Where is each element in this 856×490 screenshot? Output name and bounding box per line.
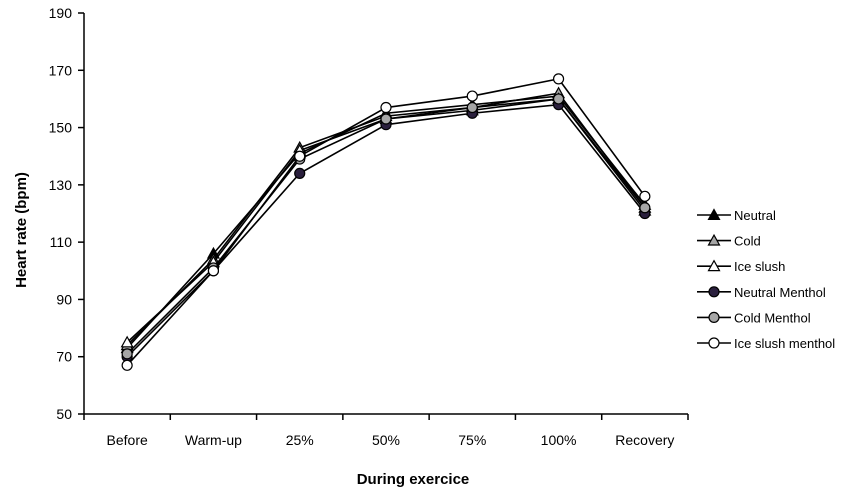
legend-label: Neutral Menthol	[734, 285, 826, 300]
axes	[83, 13, 688, 415]
cold-menthol-point	[466, 101, 478, 114]
x-tick-label: 75%	[458, 432, 486, 448]
legend-label: Cold Menthol	[734, 310, 811, 325]
ice-slush-menthol-point	[552, 73, 565, 85]
ice-slush-point	[120, 335, 134, 348]
neutral-line	[126, 95, 646, 349]
x-tick-label: Before	[107, 432, 148, 448]
legend-label: Neutral	[734, 208, 776, 223]
legend-item: Neutral	[697, 208, 776, 223]
neutral-menthol-legend-marker	[708, 286, 720, 298]
x-tick-label: 100%	[541, 432, 577, 448]
y-tick-label: 90	[56, 291, 72, 307]
x-tick-label: Recovery	[615, 432, 674, 448]
legend-item: Cold Menthol	[697, 310, 811, 325]
ice-slush-menthol-point	[380, 101, 392, 114]
ice-slush-menthol-point	[121, 359, 133, 371]
series-ice-slush-menthol	[121, 73, 651, 371]
y-ticks: 50 70 90 110 130 150 170 190	[49, 5, 84, 422]
y-tick-label: 50	[56, 406, 72, 422]
y-tick-label: 110	[50, 234, 73, 250]
cold-menthol-point	[121, 348, 133, 360]
cold-menthol-point	[552, 93, 565, 105]
x-ticks: Before Warm-up 25% 50% 75% 100% Recovery	[83, 414, 689, 448]
neutral-menthol-point	[294, 167, 306, 179]
cold-menthol-legend-marker	[708, 311, 720, 323]
legend-item: Ice slush menthol	[697, 336, 835, 351]
series-neutral-menthol	[121, 99, 651, 363]
ice-slush-menthol-point	[639, 190, 651, 202]
cold-menthol-point	[639, 202, 651, 214]
series-group	[120, 73, 652, 371]
y-tick-label: 150	[49, 120, 73, 136]
legend: Neutral Cold Ice slush Neutral Menthol Cold …	[697, 208, 835, 351]
cold-legend-marker	[707, 233, 721, 246]
ice-slush-menthol-point	[207, 265, 220, 277]
ice-slush-menthol-point	[294, 150, 306, 162]
legend-label: Ice slush menthol	[734, 336, 835, 351]
legend-item: Neutral Menthol	[697, 285, 826, 300]
legend-item: Ice slush	[697, 259, 785, 274]
x-tick-label: 50%	[372, 432, 400, 448]
series-ice-slush	[120, 92, 652, 348]
x-axis-title: During exercice	[357, 471, 470, 488]
cold-menthol-line	[126, 98, 646, 355]
ice-slush-menthol-legend-marker	[708, 337, 720, 349]
y-tick-label: 170	[49, 62, 73, 78]
legend-label: Cold	[734, 234, 761, 249]
legend-item: Cold	[697, 234, 761, 249]
neutral-menthol-line	[126, 103, 646, 358]
neutral-legend-marker	[707, 208, 721, 220]
y-axis-title: Heart rate (bpm)	[13, 172, 30, 288]
x-tick-label: Warm-up	[185, 432, 242, 448]
x-tick-label: 25%	[286, 432, 314, 448]
series-cold-menthol	[121, 93, 651, 360]
y-tick-label: 130	[49, 177, 73, 193]
y-tick-label: 190	[49, 5, 73, 21]
ice-slush-line	[126, 98, 646, 343]
y-tick-label: 70	[56, 349, 72, 365]
legend-label: Ice slush	[734, 259, 785, 274]
ice-slush-legend-marker	[707, 259, 721, 272]
cold-line	[126, 92, 646, 346]
cold-menthol-point	[380, 113, 392, 125]
ice-slush-menthol-point	[466, 90, 478, 102]
